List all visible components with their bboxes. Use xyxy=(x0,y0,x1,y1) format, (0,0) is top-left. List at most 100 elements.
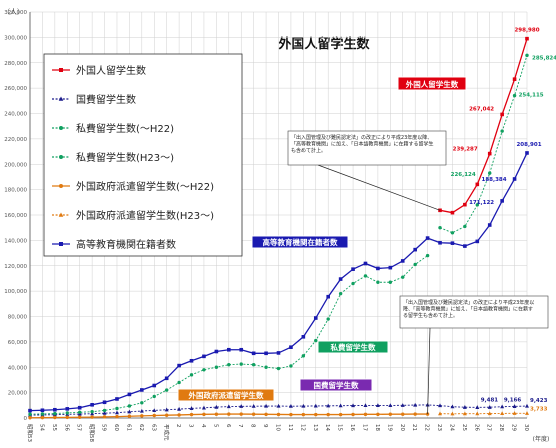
x-tick-label: 61 xyxy=(125,424,131,431)
legend-label: 国費留学生数 xyxy=(76,93,136,106)
data-point xyxy=(326,412,330,417)
data-point xyxy=(363,274,368,278)
data-point xyxy=(512,411,517,415)
data-point xyxy=(388,280,393,284)
data-point xyxy=(78,410,82,414)
data-label: 9,423 xyxy=(530,398,548,404)
data-point xyxy=(276,403,281,408)
x-tick-label: 10 xyxy=(275,424,281,431)
data-point xyxy=(338,291,343,296)
data-point xyxy=(462,405,467,409)
data-point xyxy=(227,347,231,352)
data-point xyxy=(202,354,206,359)
y-tick-label: 120,000 xyxy=(4,264,27,270)
data-point xyxy=(164,413,169,417)
data-point xyxy=(40,412,45,416)
series-tag xyxy=(251,235,349,249)
data-point xyxy=(189,412,194,417)
data-point xyxy=(140,388,144,392)
data-point xyxy=(251,363,256,367)
data-point xyxy=(363,261,368,266)
data-point xyxy=(351,267,355,271)
series-line xyxy=(440,412,528,415)
data-point xyxy=(525,36,529,41)
data-point xyxy=(289,345,293,350)
y-tick-label: 200,000 xyxy=(4,162,27,168)
x-tick-label: 55 xyxy=(51,424,57,431)
data-point xyxy=(90,409,94,414)
x-tick-label: 2 xyxy=(175,424,181,428)
data-point xyxy=(239,404,244,408)
data-point xyxy=(264,351,268,356)
data-point xyxy=(326,403,331,408)
data-point xyxy=(227,363,231,367)
x-tick-label: 9 xyxy=(262,424,268,428)
data-point xyxy=(115,414,119,419)
data-point xyxy=(127,392,132,397)
y-tick-label: 260,000 xyxy=(4,86,27,92)
data-label: 226,124 xyxy=(451,172,476,178)
data-point xyxy=(351,403,356,408)
x-tick-label: 12 xyxy=(299,424,305,431)
callout-line xyxy=(317,164,441,211)
y-tick-label: 160,000 xyxy=(4,213,27,219)
data-point xyxy=(475,203,479,207)
data-point xyxy=(201,405,206,410)
y-tick-label: 280,000 xyxy=(4,61,27,67)
x-tick-label: 13 xyxy=(312,424,318,431)
data-point xyxy=(487,405,492,409)
data-label: 188,384 xyxy=(482,177,507,183)
x-tick-label: 22 xyxy=(424,424,430,431)
data-point xyxy=(177,406,182,411)
x-tick-label: 30 xyxy=(523,424,529,431)
data-point xyxy=(351,412,355,417)
series-tag xyxy=(317,340,389,354)
legend-marker xyxy=(58,96,64,101)
data-point xyxy=(500,129,504,133)
data-point xyxy=(475,182,480,187)
y-tick-label: 220,000 xyxy=(4,137,27,143)
data-point xyxy=(53,407,57,412)
x-tick-label: 23 xyxy=(436,424,442,431)
x-tick-label: 26 xyxy=(473,424,479,431)
legend-label: 高等教育機関在籍者数 xyxy=(76,238,176,251)
data-point xyxy=(28,416,32,420)
data-point xyxy=(189,358,194,363)
data-label: 208,901 xyxy=(516,142,541,148)
annotation-line: 「高等教育機関」に加え、「日本語教育機関」に在籍する留学生 xyxy=(291,141,434,148)
data-point xyxy=(189,406,194,410)
annotation-box xyxy=(399,295,549,329)
data-point xyxy=(512,77,517,81)
data-point xyxy=(152,408,157,412)
data-point xyxy=(338,412,343,417)
data-point xyxy=(214,412,219,416)
data-point xyxy=(388,265,393,270)
data-point xyxy=(102,415,107,419)
y-tick-label: 140,000 xyxy=(4,238,27,244)
data-point xyxy=(487,223,492,227)
x-tick-label: 60 xyxy=(113,424,119,431)
x-tick-label: 16 xyxy=(349,424,355,431)
data-point xyxy=(152,413,156,418)
x-unit-label: (年度) xyxy=(533,435,550,443)
data-point xyxy=(425,236,430,240)
data-point xyxy=(438,411,443,416)
data-point xyxy=(251,351,256,356)
x-tick-label: 20 xyxy=(399,424,405,431)
legend-marker xyxy=(58,212,64,217)
data-point xyxy=(77,405,82,410)
data-point xyxy=(376,412,380,417)
data-point xyxy=(338,403,343,408)
data-point xyxy=(214,365,219,369)
data-point xyxy=(425,253,430,258)
data-point xyxy=(276,351,281,355)
data-point xyxy=(78,415,82,419)
x-tick-label: 11 xyxy=(287,424,293,431)
data-point xyxy=(114,410,119,415)
data-point xyxy=(139,408,144,413)
data-point xyxy=(301,335,306,339)
data-point xyxy=(525,411,529,415)
data-point xyxy=(264,365,268,369)
data-point xyxy=(313,403,318,408)
